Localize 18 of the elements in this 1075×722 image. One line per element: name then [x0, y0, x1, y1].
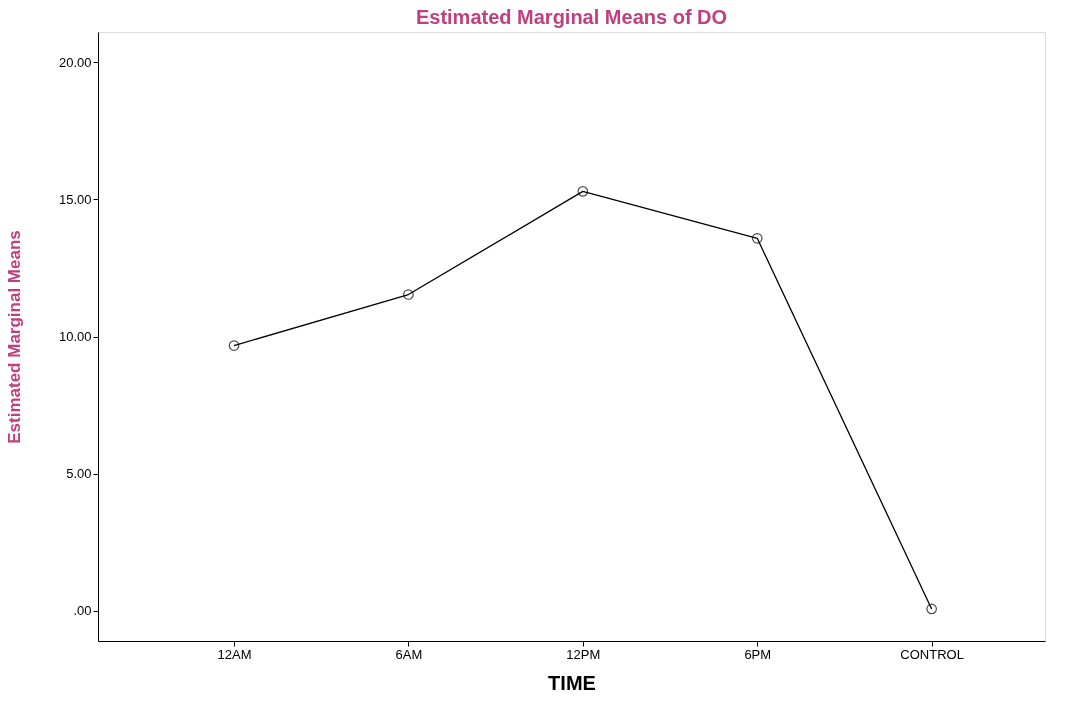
x-tick-label: 12PM [566, 646, 601, 662]
point [751, 232, 763, 244]
chart-title: Estimated Marginal Means of DO [415, 6, 728, 28]
x-tick-label: CONTROL [900, 646, 964, 662]
y-tick-label: 15.00 [58, 191, 92, 207]
x-tick-label: 12AM [217, 646, 252, 662]
point [577, 186, 589, 197]
x-tick-label: 6AM [395, 646, 423, 662]
x-tick-label: 6PM [744, 646, 772, 662]
y-tick-label: .00 [73, 603, 92, 619]
y-tick-label: 5.00 [66, 466, 92, 482]
x-axis-title: TIME [548, 671, 596, 694]
point [926, 603, 937, 615]
y-tick-label: 20.00 [58, 54, 92, 70]
y-tick-label: 10.00 [58, 329, 92, 344]
point [228, 340, 240, 351]
point [403, 289, 414, 300]
y-axis-title: Estimated Marginal Means [4, 230, 24, 444]
